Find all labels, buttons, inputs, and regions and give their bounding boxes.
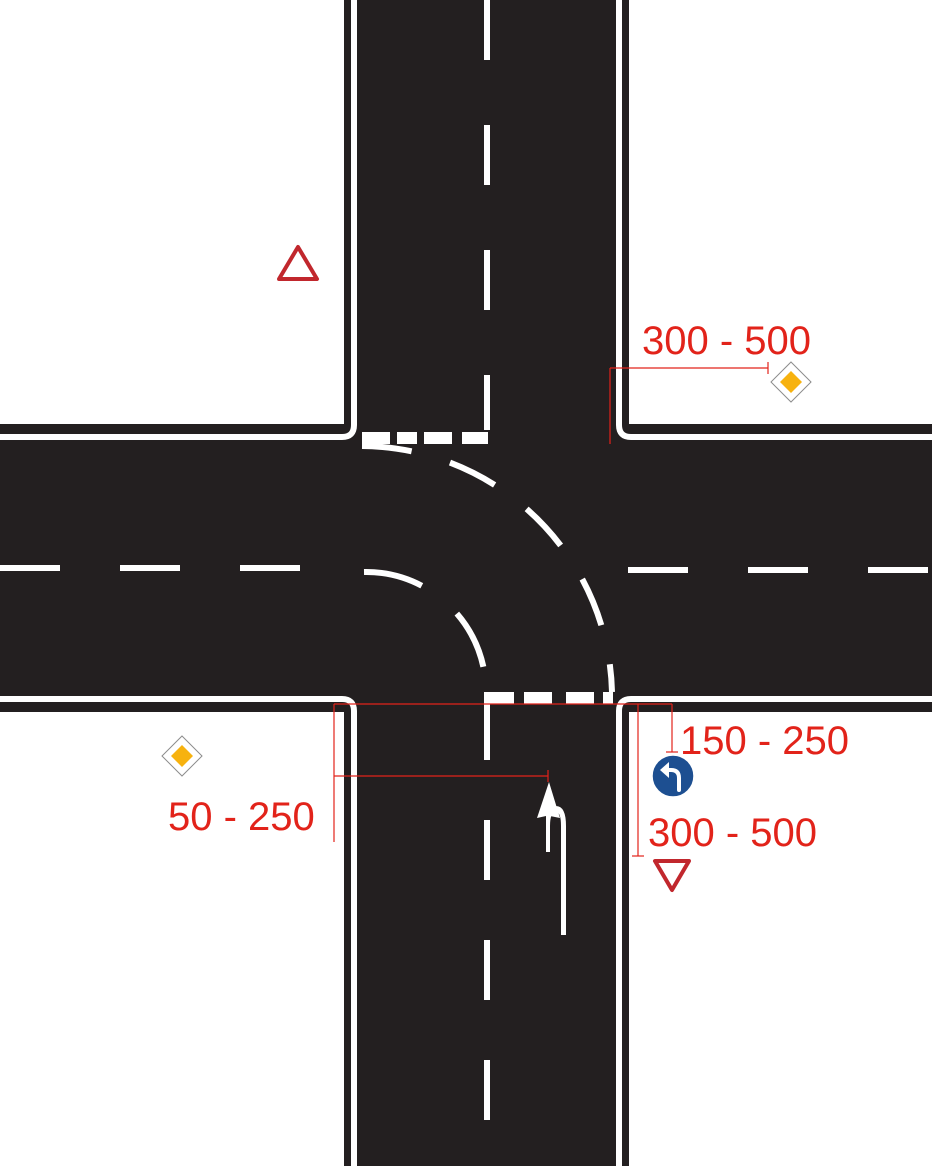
dimension-lines xyxy=(333,362,769,857)
inner-turn-arc xyxy=(363,568,489,691)
turn-guide-lines xyxy=(361,443,615,693)
dimension-label-bottom-left: 50 - 250 xyxy=(168,795,315,839)
turn-left-arrow-icon xyxy=(651,754,695,798)
edge-line-top-left xyxy=(0,0,357,440)
warning-triangle-icon xyxy=(277,245,319,281)
stop-lines xyxy=(362,432,613,704)
edge-line-bottom-right xyxy=(616,696,932,1166)
dimension-label-150-250: 150 - 250 xyxy=(680,719,849,763)
priority-road-diamond-icon xyxy=(770,361,812,403)
give-way-triangle-icon xyxy=(653,859,691,892)
priority-road-diamond-icon xyxy=(161,735,203,777)
dimension-label-bottom-right: 300 - 500 xyxy=(648,811,817,855)
edge-line-bottom-left xyxy=(0,696,357,1166)
outer-turn-arc xyxy=(361,443,615,693)
left-turn-arrow-marking xyxy=(537,782,566,935)
dimension-label-top-right: 300 - 500 xyxy=(642,319,811,363)
edge-line-top-right xyxy=(616,0,932,440)
